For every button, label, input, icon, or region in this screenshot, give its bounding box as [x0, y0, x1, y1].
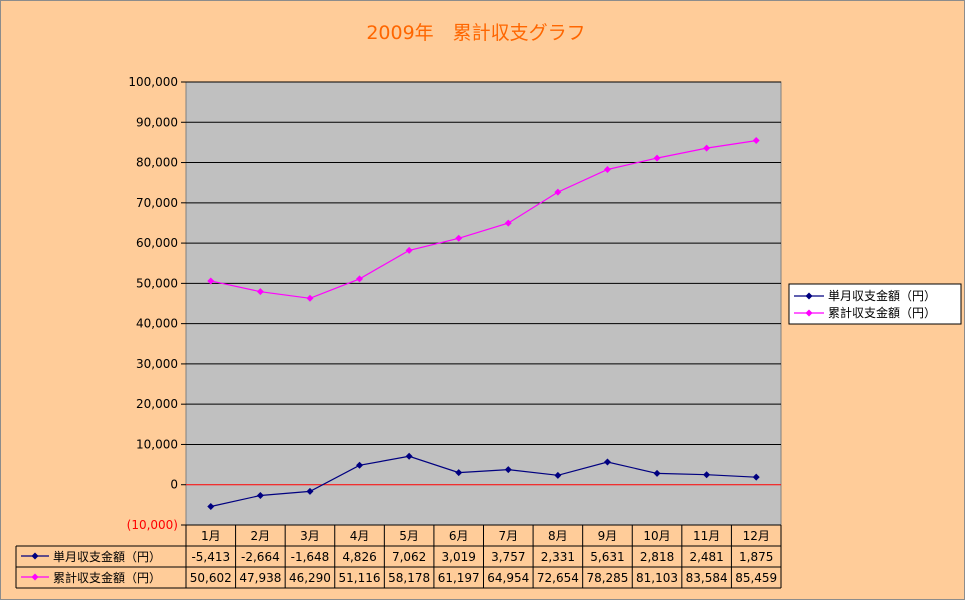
data-point — [256, 288, 264, 296]
data-point — [752, 473, 760, 481]
data-point — [504, 219, 512, 227]
y-tick-label: 50,000 — [136, 276, 178, 290]
x-category-label: 12月 — [743, 529, 770, 543]
data-point — [256, 491, 264, 499]
x-category-label: 10月 — [643, 529, 670, 543]
data-point — [455, 469, 463, 477]
x-category-label: 4月 — [350, 529, 370, 543]
legend-key-marker — [31, 552, 39, 560]
data-point — [207, 503, 215, 511]
table-cell: -2,664 — [241, 550, 280, 564]
x-category-label: 11月 — [693, 529, 720, 543]
x-category-label: 5月 — [399, 529, 419, 543]
table-cell: 2,818 — [640, 550, 674, 564]
legend-item-1: 単月収支金額（円） — [794, 288, 936, 303]
table-cell: -5,413 — [191, 550, 230, 564]
data-point — [405, 452, 413, 460]
x-category-label: 3月 — [300, 529, 320, 543]
data-point — [703, 471, 711, 479]
data-point — [405, 246, 413, 254]
data-point — [306, 294, 314, 302]
data-point — [554, 188, 562, 196]
table-cell: 3,019 — [442, 550, 476, 564]
data-point — [653, 154, 661, 162]
y-tick-label: (10,000) — [127, 518, 178, 532]
legend-key-marker — [31, 573, 39, 581]
legend-item-2: 累計収支金額（円） — [794, 305, 936, 320]
table-cell: 85,459 — [735, 571, 777, 585]
legend-label: 単月収支金額（円） — [828, 288, 936, 303]
legend-label: 累計収支金額（円） — [828, 305, 936, 320]
table-cell: 51,116 — [339, 571, 381, 585]
table-cell: -1,648 — [291, 550, 330, 564]
table-cell: 2,481 — [689, 550, 723, 564]
table-cell: 3,757 — [491, 550, 525, 564]
plot-area — [185, 81, 782, 526]
x-category-label: 7月 — [498, 529, 518, 543]
legend-key-marker — [805, 309, 813, 317]
table-cell: 61,197 — [438, 571, 480, 585]
data-point — [306, 487, 314, 495]
table-cell: 5,631 — [590, 550, 624, 564]
data-point — [356, 461, 364, 469]
table-cell: 46,290 — [289, 571, 331, 585]
x-category-label: 9月 — [598, 529, 618, 543]
data-point — [752, 137, 760, 145]
y-tick-label: 0 — [170, 478, 178, 492]
table-cell: 83,584 — [686, 571, 728, 585]
series-1 — [207, 452, 760, 511]
x-category-label: 8月 — [548, 529, 568, 543]
table-cell: 81,103 — [636, 571, 678, 585]
table-legend-key-1 — [21, 552, 49, 560]
table-cell: 64,954 — [487, 571, 529, 585]
x-category-label: 6月 — [449, 529, 469, 543]
y-tick-label: 10,000 — [136, 437, 178, 451]
y-tick-label: 20,000 — [136, 397, 178, 411]
data-point — [603, 458, 611, 466]
data-point — [207, 277, 215, 285]
table-cell: 58,178 — [388, 571, 430, 585]
series-line — [210, 140, 757, 299]
chart-title: 2009年 累計収支グラフ — [366, 22, 585, 44]
data-point — [455, 234, 463, 242]
y-tick-label: 90,000 — [136, 115, 178, 129]
table-row-header: 累計収支金額（円） — [53, 570, 161, 585]
table-cell: 78,285 — [586, 571, 628, 585]
table-cell: 72,654 — [537, 571, 579, 585]
data-point — [356, 275, 364, 283]
table-legend-key-2 — [21, 573, 49, 581]
y-tick-label: 30,000 — [136, 357, 178, 371]
table-cell: 2,331 — [541, 550, 575, 564]
data-point — [653, 469, 661, 477]
y-tick-label: 40,000 — [136, 317, 178, 331]
data-point — [504, 466, 512, 474]
table-cell: 7,062 — [392, 550, 426, 564]
table-cell: 50,602 — [190, 571, 232, 585]
y-tick-label: 80,000 — [136, 156, 178, 170]
y-tick-label: 70,000 — [136, 196, 178, 210]
data-point — [603, 165, 611, 173]
y-tick-label: 100,000 — [128, 75, 178, 89]
legend-key-marker — [805, 292, 813, 300]
table-cell: 4,826 — [342, 550, 376, 564]
x-category-label: 1月 — [201, 529, 221, 543]
series-2 — [207, 137, 760, 302]
series-line — [210, 455, 757, 508]
table-cell: 1,875 — [739, 550, 773, 564]
x-category-label: 2月 — [251, 529, 271, 543]
table-row-header: 単月収支金額（円） — [53, 549, 161, 564]
data-point — [554, 471, 562, 479]
table-cell: 47,938 — [239, 571, 281, 585]
data-point — [703, 144, 711, 152]
legend-box — [788, 283, 962, 325]
y-tick-label: 60,000 — [136, 236, 178, 250]
